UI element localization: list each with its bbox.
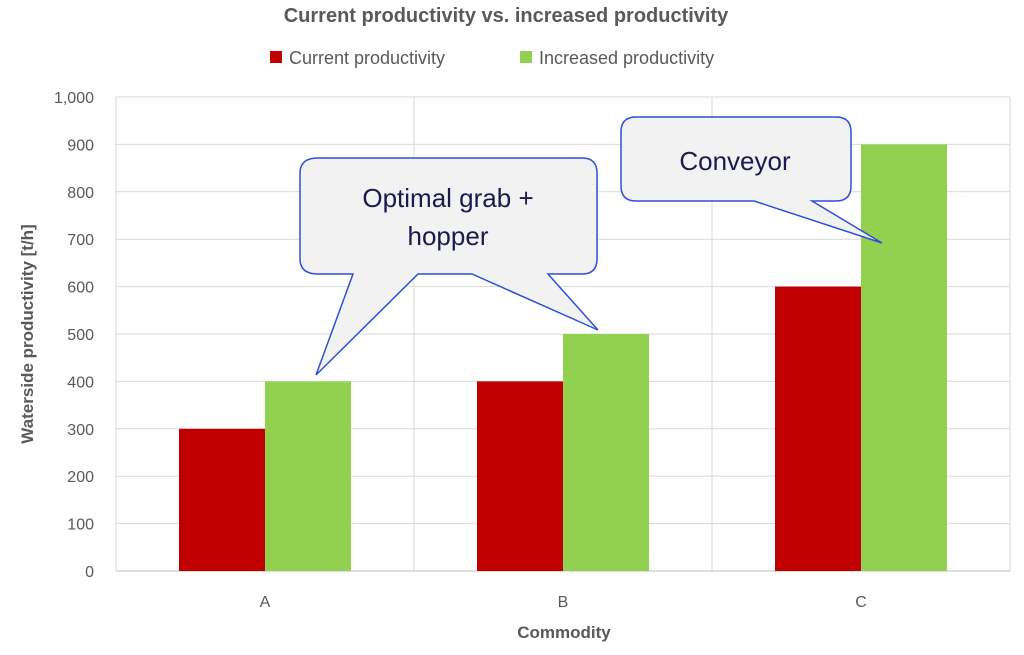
- legend-label-increased: Increased productivity: [539, 48, 714, 68]
- bar-b-increased: [563, 334, 649, 571]
- callout-bubble: [620, 116, 883, 244]
- legend-label-current: Current productivity: [289, 48, 445, 68]
- y-tick-label: 1,000: [54, 90, 94, 107]
- y-tick-label: 600: [67, 280, 94, 297]
- x-tick-label: C: [855, 594, 867, 611]
- y-tick-label: 300: [67, 422, 94, 439]
- bar-a-current: [179, 428, 265, 571]
- y-axis-ticks: 0 100 200 300 400 500 600 700 800 900 1,000: [54, 90, 94, 581]
- bars: [179, 144, 947, 571]
- x-axis-title: Commodity: [517, 623, 611, 642]
- legend: Current productivity Increased productiv…: [270, 48, 714, 68]
- y-tick-label: 200: [67, 469, 94, 486]
- y-tick-label: 700: [67, 232, 94, 249]
- bar-b-current: [477, 381, 563, 571]
- y-tick-label: 0: [85, 564, 94, 581]
- legend-swatch-current: [270, 51, 282, 63]
- callout-optimal-grab: Optimal grab + hopper: [299, 157, 599, 376]
- y-tick-label: 100: [67, 517, 94, 534]
- callout-text: Conveyor: [679, 146, 791, 176]
- x-axis-ticks: A B C: [260, 594, 867, 611]
- y-tick-label: 400: [67, 374, 94, 391]
- y-tick-label: 900: [67, 137, 94, 154]
- x-tick-label: B: [558, 594, 569, 611]
- bar-a-increased: [265, 381, 351, 571]
- callout-text-line-1: Optimal grab +: [362, 183, 533, 213]
- callout-conveyor: Conveyor: [620, 116, 883, 244]
- bar-c-increased: [861, 144, 947, 571]
- x-tick-label: A: [260, 594, 271, 611]
- legend-swatch-increased: [520, 51, 532, 63]
- chart-title: Current productivity vs. increased produ…: [284, 5, 729, 27]
- callout-bubble: [299, 157, 599, 376]
- callout-text-line-2: hopper: [408, 221, 489, 251]
- y-tick-label: 800: [67, 185, 94, 202]
- y-tick-label: 500: [67, 327, 94, 344]
- y-axis-title: Waterside productivity [t/h]: [18, 224, 37, 443]
- bar-c-current: [775, 286, 861, 571]
